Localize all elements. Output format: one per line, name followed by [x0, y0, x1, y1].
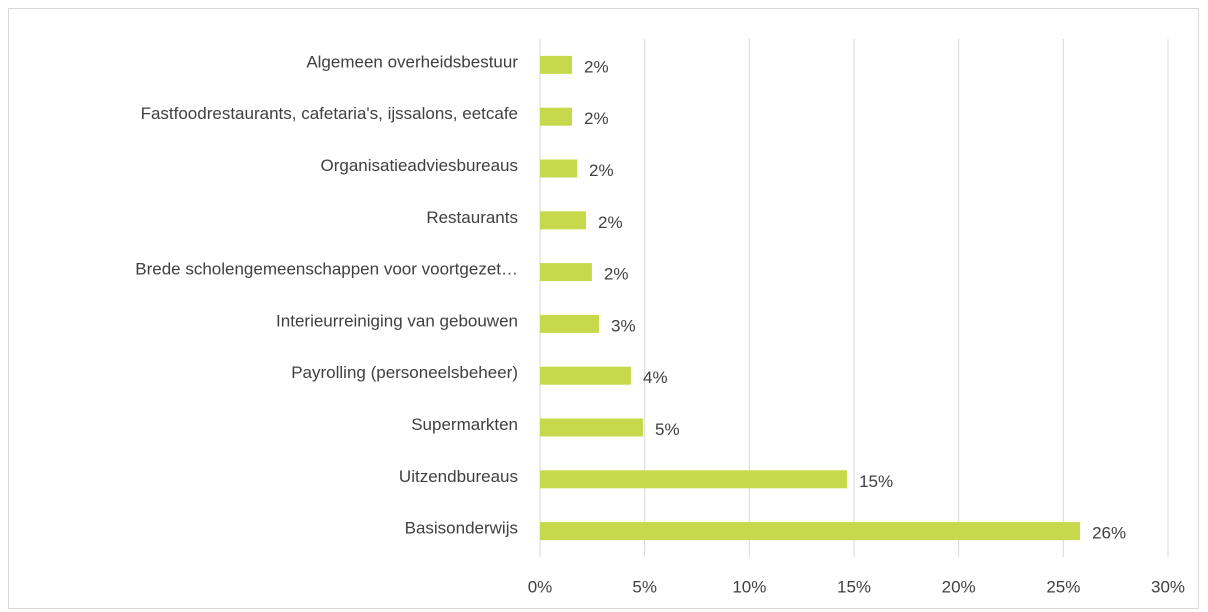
- chart-frame: [8, 8, 1199, 609]
- bar: [540, 314, 600, 333]
- value-label: 2%: [604, 265, 629, 284]
- value-label: 15%: [859, 472, 893, 491]
- y-tick-label: Algemeen overheidsbestuur: [306, 52, 518, 71]
- y-tick-label: Supermarkten: [411, 415, 518, 434]
- x-tick-label: 0%: [528, 577, 553, 596]
- bar: [540, 366, 632, 385]
- y-tick-label: Restaurants: [426, 208, 518, 227]
- x-tick-label: 5%: [632, 577, 657, 596]
- y-tick-label: Brede scholengemeenschappen voor voortge…: [135, 260, 518, 279]
- x-tick-label: 10%: [732, 577, 766, 596]
- y-tick-label: Payrolling (personeelsbeheer): [291, 363, 518, 382]
- bar: [540, 263, 592, 282]
- bar: [540, 159, 578, 178]
- y-tick-label: Basisonderwijs: [405, 519, 518, 538]
- x-tick-label: 25%: [1046, 577, 1080, 596]
- y-tick-label: Organisatieadviesbureaus: [320, 156, 518, 175]
- value-label: 5%: [655, 420, 680, 439]
- y-tick-label: Uitzendbureaus: [399, 467, 518, 486]
- x-tick-label: 15%: [837, 577, 871, 596]
- value-label: 2%: [589, 161, 614, 180]
- y-tick-label: Interieurreiniging van gebouwen: [276, 311, 518, 330]
- bar: [540, 470, 848, 489]
- bar: [540, 522, 1081, 541]
- bar: [540, 211, 587, 230]
- value-label: 2%: [584, 109, 609, 128]
- y-tick-label: Fastfoodrestaurants, cafetaria's, ijssal…: [141, 104, 518, 123]
- bar: [540, 107, 573, 126]
- x-tick-label: 30%: [1151, 577, 1185, 596]
- value-label: 4%: [643, 368, 668, 387]
- value-label: 2%: [584, 57, 609, 76]
- value-label: 3%: [611, 316, 636, 335]
- value-label: 2%: [598, 213, 623, 232]
- x-tick-label: 20%: [942, 577, 976, 596]
- bar: [540, 418, 643, 437]
- value-label: 26%: [1092, 524, 1126, 543]
- bar: [540, 55, 573, 74]
